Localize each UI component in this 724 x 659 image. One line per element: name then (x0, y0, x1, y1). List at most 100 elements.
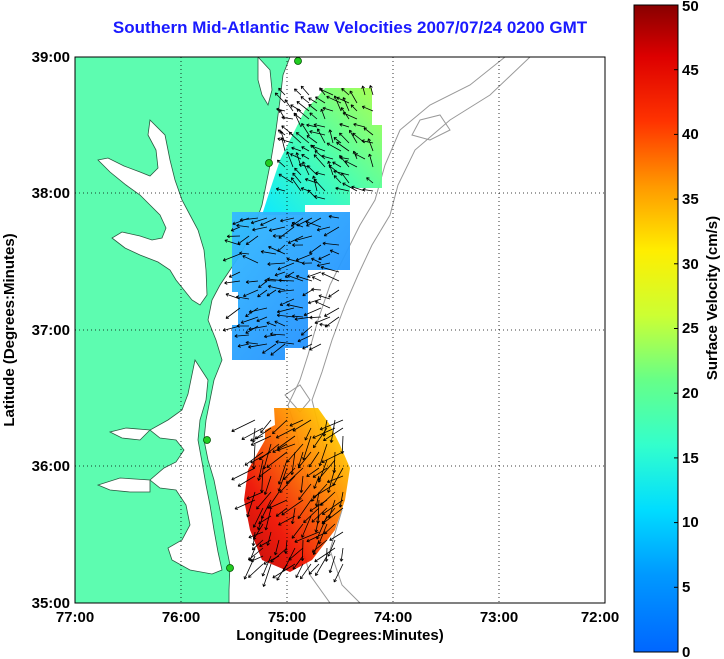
x-axis: 77:00 76:00 75:00 74:00 73:00 72:00 Long… (56, 609, 619, 644)
current-vector (316, 128, 326, 144)
current-vector (342, 182, 358, 192)
delaware-bay (257, 57, 273, 107)
current-vector (344, 160, 358, 168)
current-vector (306, 165, 318, 176)
current-vector (295, 563, 304, 579)
colorbar-tick-label: 30 (682, 256, 699, 273)
current-vector (302, 343, 313, 350)
current-vector (284, 99, 294, 112)
current-vector (275, 340, 295, 345)
current-vector (260, 419, 272, 434)
current-vector (361, 105, 374, 112)
current-vector (312, 467, 328, 478)
current-vector (252, 507, 264, 528)
current-vector (299, 563, 312, 580)
current-vector (248, 325, 268, 331)
current-vector (288, 131, 302, 144)
current-vector (276, 159, 286, 168)
current-vector (342, 111, 358, 120)
current-vector (286, 303, 304, 309)
current-vector (256, 316, 268, 323)
current-vector (245, 340, 259, 345)
current-vector (276, 313, 295, 318)
current-vector (293, 112, 302, 128)
current-vector (228, 271, 241, 278)
colorbar-tick-label: 20 (682, 385, 699, 402)
current-vector (291, 146, 302, 152)
colorbar-tick-label: 0 (682, 644, 690, 659)
current-vector (293, 88, 302, 96)
current-vector (296, 108, 310, 120)
current-vector (297, 334, 313, 343)
y-tick-label: 35:00 (32, 595, 70, 612)
current-vector (335, 186, 350, 192)
current-vector (257, 289, 268, 298)
current-vector (302, 161, 310, 176)
current-vector (306, 467, 320, 477)
albemarle-river (108, 427, 151, 441)
current-vector (269, 332, 286, 337)
current-vector (333, 563, 344, 583)
current-vector (283, 467, 296, 480)
colorbar-tick-label: 45 (682, 62, 699, 79)
colorbar-tick-label: 10 (682, 514, 699, 531)
current-vector (328, 555, 336, 574)
current-vector (341, 172, 350, 184)
x-tick-label: 72:00 (581, 609, 619, 626)
current-vector (311, 257, 322, 264)
current-vector (319, 88, 334, 96)
current-vector (230, 226, 241, 232)
current-vector (290, 153, 302, 160)
current-vector (318, 294, 331, 300)
current-vector (298, 483, 312, 501)
current-vector (309, 244, 322, 254)
current-vector (270, 343, 286, 356)
current-vector (231, 467, 256, 481)
current-vector (313, 475, 320, 489)
current-vector (246, 491, 264, 500)
current-vector (313, 154, 326, 168)
current-vector (294, 531, 320, 543)
current-vector (287, 274, 304, 282)
current-vector (267, 284, 286, 291)
current-vector (294, 316, 313, 321)
current-vector (258, 467, 272, 478)
colorbar: 0 5 10 15 20 25 30 35 40 45 50 Surface V… (633, 0, 721, 659)
radar-station (265, 159, 273, 167)
current-vector (333, 136, 342, 144)
current-vector (362, 187, 374, 192)
current-vector (315, 171, 326, 176)
current-vector (239, 217, 259, 222)
y-tick-label: 38:00 (32, 185, 70, 202)
current-vector (244, 451, 264, 466)
current-vector (302, 289, 313, 297)
current-vector (259, 539, 272, 548)
current-vector (304, 427, 312, 441)
pamlico-river (96, 477, 151, 493)
current-vector (309, 499, 328, 512)
current-vector (291, 314, 304, 319)
current-vector (222, 253, 241, 262)
current-vector (354, 153, 366, 160)
current-vector (250, 217, 268, 225)
current-vector (368, 153, 374, 168)
current-vector (301, 154, 310, 160)
current-vector (308, 104, 318, 112)
current-vector (309, 130, 326, 136)
coordinate-grid (75, 57, 605, 603)
current-vector (274, 271, 286, 277)
current-vector (309, 112, 318, 120)
current-vector (349, 129, 358, 144)
current-vector (295, 274, 313, 282)
current-vector (291, 221, 304, 228)
current-vector (328, 214, 340, 219)
current-vector (275, 427, 296, 439)
chesapeake-bay (97, 119, 208, 306)
x-tick-label: 73:00 (480, 609, 518, 626)
colorbar-label: Surface Velocity (cm/s) (704, 216, 721, 380)
current-vector (248, 343, 268, 349)
x-tick-label: 77:00 (56, 609, 94, 626)
x-tick-label: 75:00 (268, 609, 306, 626)
current-vector (268, 226, 286, 232)
